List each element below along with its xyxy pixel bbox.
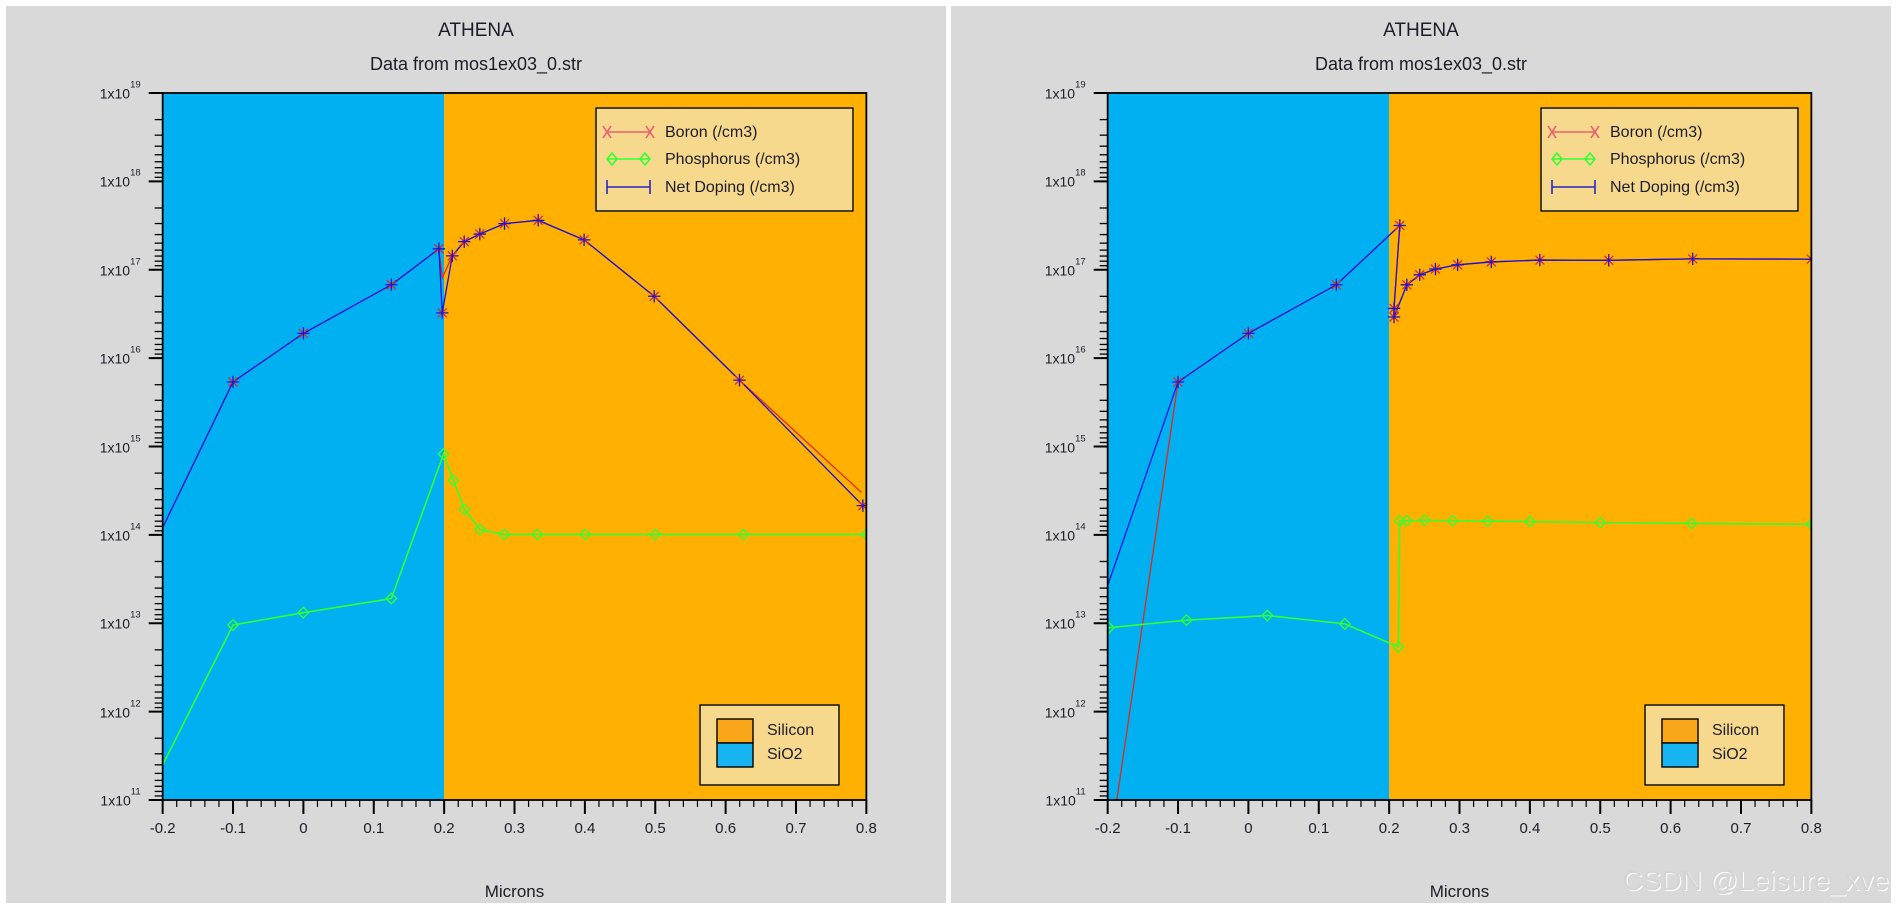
svg-text:Boron (/cm3): Boron (/cm3) [1610,124,1702,141]
svg-text:Phosphorus (/cm3): Phosphorus (/cm3) [665,151,800,168]
svg-text:Net Doping (/cm3): Net Doping (/cm3) [1610,179,1740,196]
svg-text:SiO2: SiO2 [767,746,803,763]
svg-text:Phosphorus (/cm3): Phosphorus (/cm3) [1610,151,1745,168]
svg-text:Boron (/cm3): Boron (/cm3) [665,124,757,141]
svg-text:Net Doping (/cm3): Net Doping (/cm3) [665,179,795,196]
svg-text:Silicon: Silicon [767,722,814,739]
svg-text:SiO2: SiO2 [1712,746,1748,763]
svg-text:Silicon: Silicon [1712,722,1759,739]
